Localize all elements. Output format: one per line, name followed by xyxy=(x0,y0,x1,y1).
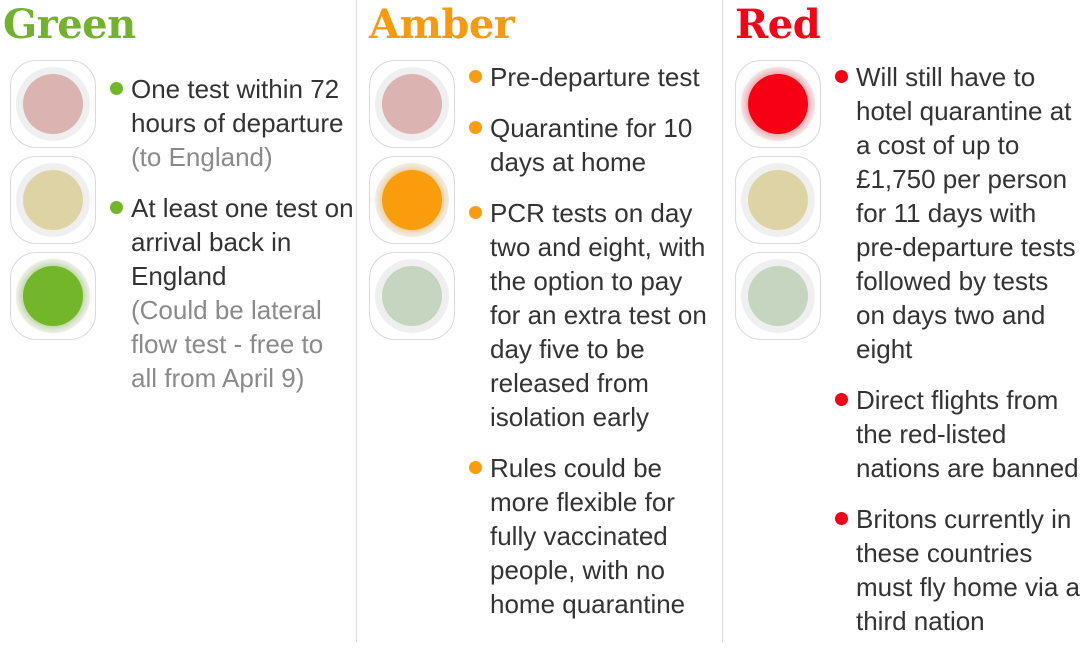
item-main-text: Quarantine for 10 days at home xyxy=(490,113,693,177)
bullet-icon xyxy=(469,70,482,83)
list-item: PCR tests on day two and eight, with the… xyxy=(469,196,722,434)
green-rules-list: One test within 72 hours of departure (t… xyxy=(110,60,356,412)
list-item: Pre-departure test xyxy=(469,60,722,94)
item-main-text: Direct flights from the red-listed natio… xyxy=(856,385,1079,483)
lamp-well xyxy=(741,259,815,333)
green-lamp-muted-icon xyxy=(382,266,442,326)
bullet-icon xyxy=(835,393,848,406)
amber-traffic-light xyxy=(369,60,455,638)
amber-lamp-muted-icon xyxy=(748,170,808,230)
traffic-light-green-cell xyxy=(369,252,455,340)
bullet-icon xyxy=(835,512,848,525)
red-rules-list: Will still have to hotel quarantine at a… xyxy=(835,60,1080,655)
traffic-light-green-cell xyxy=(10,252,96,340)
item-main-text: Pre-departure test xyxy=(490,62,700,92)
item-text: At least one test on arrival back in Eng… xyxy=(131,191,354,395)
list-item: Britons currently in these countries mus… xyxy=(835,502,1080,638)
lamp-well xyxy=(16,163,90,237)
amber-column-title: Amber xyxy=(369,1,515,48)
green-lamp-muted-icon xyxy=(748,266,808,326)
list-item: Quarantine for 10 days at home xyxy=(469,111,722,179)
bullet-icon xyxy=(469,206,482,219)
traffic-light-amber-cell xyxy=(735,156,821,244)
traffic-light-red-cell xyxy=(735,60,821,148)
lamp-well xyxy=(375,259,449,333)
item-text: Pre-departure test xyxy=(490,60,700,94)
item-text: One test within 72 hours of departure (t… xyxy=(131,72,343,174)
lamp-well xyxy=(375,163,449,237)
item-text: PCR tests on day two and eight, with the… xyxy=(490,196,707,434)
item-note-text: (to England) xyxy=(131,142,273,172)
traffic-light-green-cell xyxy=(735,252,821,340)
traffic-light-red-cell xyxy=(10,60,96,148)
item-text: Quarantine for 10 days at home xyxy=(490,111,692,179)
red-column: Red xyxy=(722,0,1080,642)
lamp-well xyxy=(16,67,90,141)
lamp-well xyxy=(375,67,449,141)
red-lamp-muted-icon xyxy=(382,74,442,134)
item-main-text: At least one test on arrival back in Eng… xyxy=(131,193,354,291)
lamp-well xyxy=(741,163,815,237)
item-text: Direct flights from the red-listed natio… xyxy=(856,383,1079,485)
traffic-light-amber-cell xyxy=(369,156,455,244)
red-lamp-muted-icon xyxy=(23,74,83,134)
item-main-text: Rules could be more flexible for fully v… xyxy=(490,453,686,619)
item-main-text: Britons currently in these countries mus… xyxy=(856,504,1080,636)
bullet-icon xyxy=(469,461,482,474)
list-item: Direct flights from the red-listed natio… xyxy=(835,383,1080,485)
green-column-content: One test within 72 hours of departure (t… xyxy=(3,60,356,412)
bullet-icon xyxy=(469,121,482,134)
item-main-text: PCR tests on day two and eight, with the… xyxy=(490,198,707,432)
green-column-title: Green xyxy=(3,1,136,48)
item-text: Britons currently in these countries mus… xyxy=(856,502,1080,638)
amber-column: Amber xyxy=(356,0,722,642)
green-column: Green xyxy=(0,0,356,642)
bullet-icon xyxy=(110,201,123,214)
amber-column-content: Pre-departure test Quarantine for 10 day… xyxy=(369,60,722,638)
list-item: At least one test on arrival back in Eng… xyxy=(110,191,356,395)
item-main-text: One test within 72 hours of departure xyxy=(131,74,344,138)
amber-rules-list: Pre-departure test Quarantine for 10 day… xyxy=(469,60,722,638)
amber-lamp-muted-icon xyxy=(23,170,83,230)
lamp-well xyxy=(16,259,90,333)
item-text: Rules could be more flexible for fully v… xyxy=(490,451,685,621)
green-lamp-active-icon xyxy=(23,266,83,326)
red-traffic-light xyxy=(735,60,821,655)
item-text: Will still have to hotel quarantine at a… xyxy=(856,60,1076,366)
green-traffic-light xyxy=(10,60,96,412)
red-column-content: Will still have to hotel quarantine at a… xyxy=(735,60,1080,655)
list-item: Will still have to hotel quarantine at a… xyxy=(835,60,1080,366)
traffic-light-red-cell xyxy=(369,60,455,148)
bullet-icon xyxy=(835,70,848,83)
item-note-text: (Could be lateral flow test - free to al… xyxy=(131,295,324,393)
list-item: Rules could be more flexible for fully v… xyxy=(469,451,722,621)
list-item: One test within 72 hours of departure (t… xyxy=(110,72,356,174)
traffic-light-amber-cell xyxy=(10,156,96,244)
amber-lamp-active-icon xyxy=(382,170,442,230)
lamp-well xyxy=(741,67,815,141)
bullet-icon xyxy=(110,82,123,95)
red-column-title: Red xyxy=(735,1,821,48)
item-main-text: Will still have to hotel quarantine at a… xyxy=(856,62,1076,364)
red-lamp-active-icon xyxy=(748,74,808,134)
